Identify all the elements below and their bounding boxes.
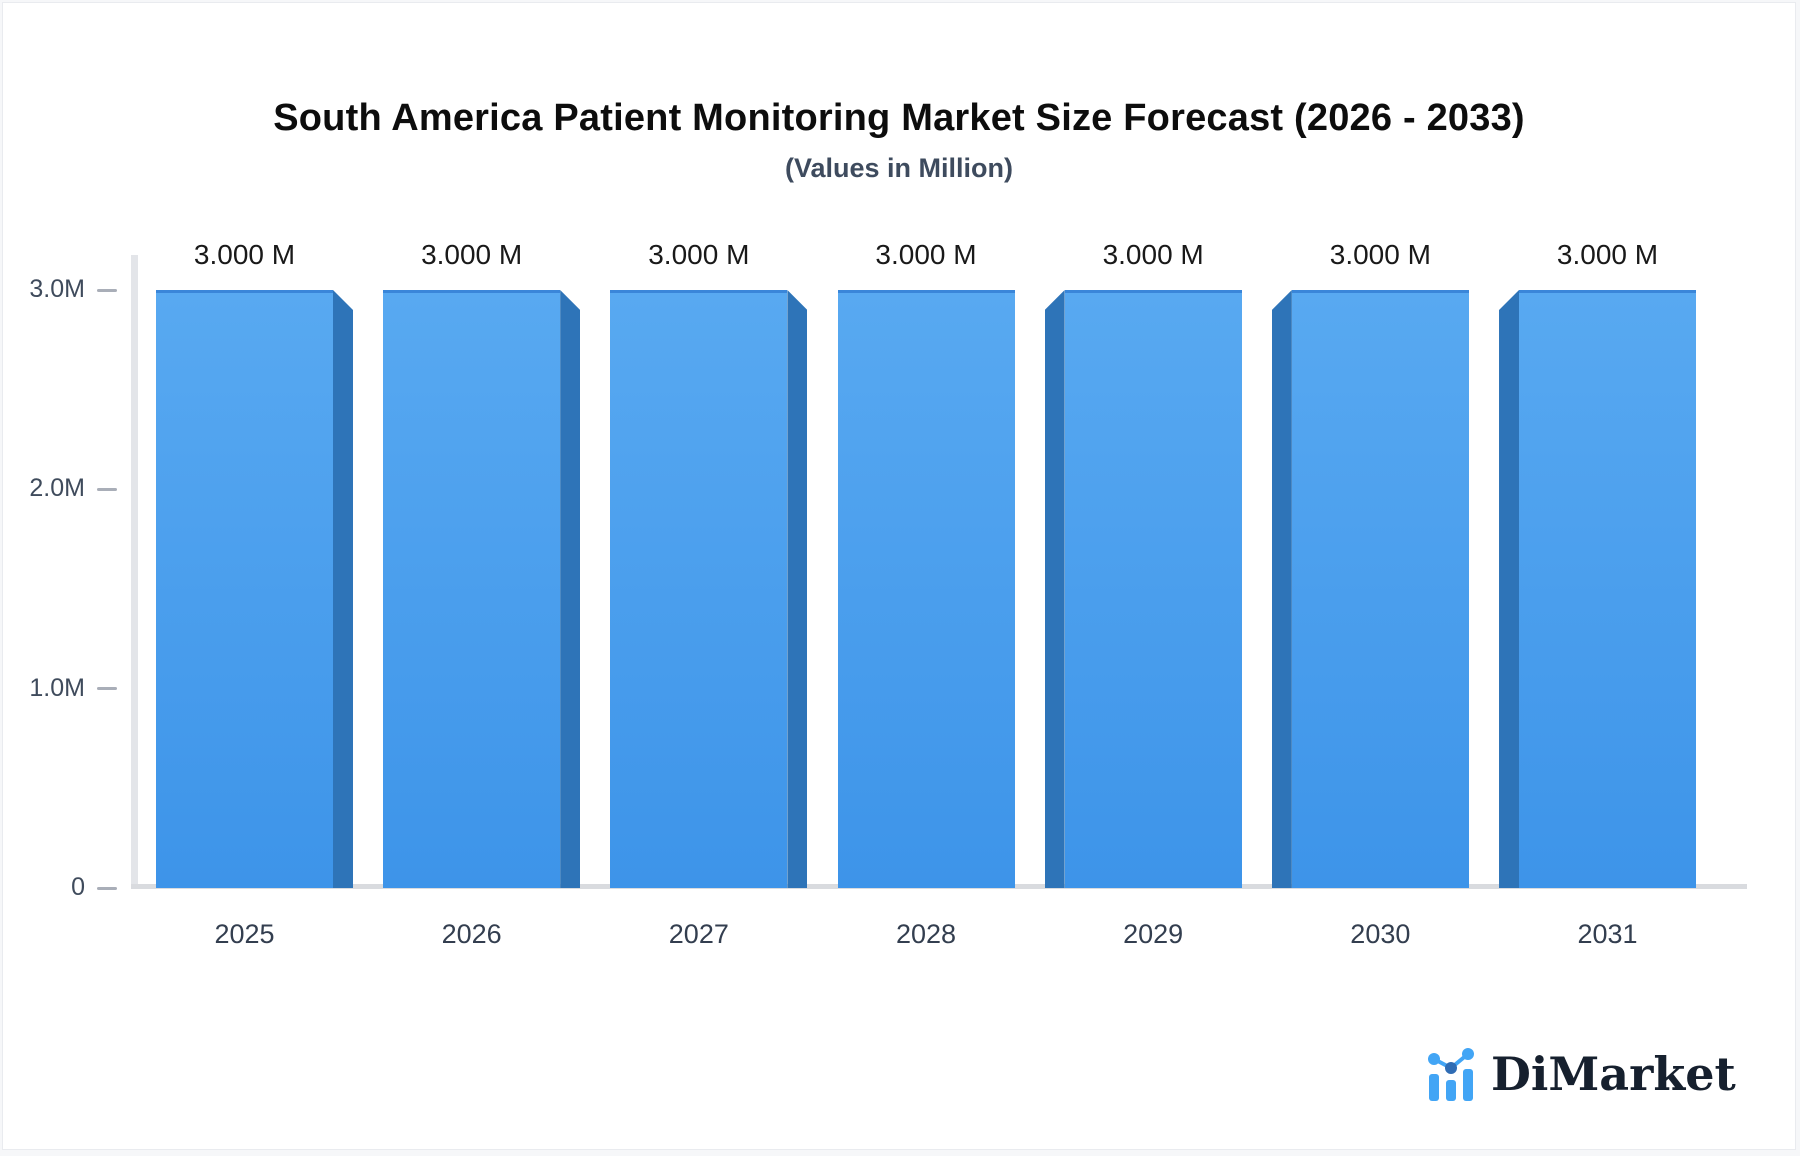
chart-title: South America Patient Monitoring Market …	[273, 97, 1525, 139]
bar-value-label: 3.000 M	[1556, 239, 1659, 270]
x-axis-label: 2031	[1577, 919, 1638, 949]
y-axis-tick-label: 1.0M	[29, 673, 85, 702]
bar-3d-side	[1271, 290, 1292, 888]
bar-2027[interactable]	[610, 290, 788, 888]
y-axis-tick	[97, 687, 117, 691]
bar-2026[interactable]	[383, 290, 561, 888]
x-axis-label: 2027	[668, 919, 729, 949]
y-axis-line	[131, 255, 138, 888]
bar-value-label: 3.000 M	[648, 239, 750, 270]
bar-3d-side	[1044, 290, 1065, 888]
bar-chart-logo-icon	[1428, 1048, 1474, 1101]
x-axis-label: 2025	[214, 919, 275, 949]
brand-logo-text: DiMarket	[1491, 1047, 1736, 1101]
y-axis-tick-label: 3.0M	[29, 275, 85, 303]
bar-value-label: 3.000 M	[421, 239, 523, 270]
bar-value-label: 3.000 M	[1102, 239, 1204, 270]
bar-3d-side	[787, 290, 808, 888]
bar-value-label: 3.000 M	[193, 239, 296, 270]
bar-chart: 3.0M 2.0M 1.0M 0 3.000 M 2025 3.000 M 2026 3.00…	[3, 3, 1795, 1149]
bar-2028[interactable]	[837, 290, 1015, 888]
bar-2031[interactable]	[1519, 290, 1697, 888]
chart-subtitle: (Values in Million)	[784, 153, 1014, 183]
bar-value-label: 3.000 M	[1329, 239, 1431, 270]
bar-2030[interactable]	[1291, 290, 1469, 888]
bar-3d-side	[1499, 290, 1520, 888]
x-axis-label: 2028	[895, 919, 957, 949]
bar-2029[interactable]	[1064, 290, 1242, 888]
brand-logo: DiMarket	[1427, 1041, 1736, 1107]
bar-value-label: 3.000 M	[875, 239, 977, 270]
y-axis-tick	[97, 487, 117, 491]
y-axis-tick-label: 0	[71, 873, 85, 901]
bar-2025[interactable]	[156, 290, 333, 888]
x-axis-label: 2030	[1350, 919, 1411, 949]
x-axis-label: 2026	[441, 919, 502, 949]
x-axis-label: 2029	[1123, 919, 1184, 949]
y-axis-tick	[97, 886, 117, 890]
bar-3d-side	[560, 290, 581, 888]
y-axis-tick-label: 2.0M	[29, 474, 85, 503]
y-axis-tick	[97, 288, 117, 292]
bar-3d-side	[333, 290, 353, 888]
